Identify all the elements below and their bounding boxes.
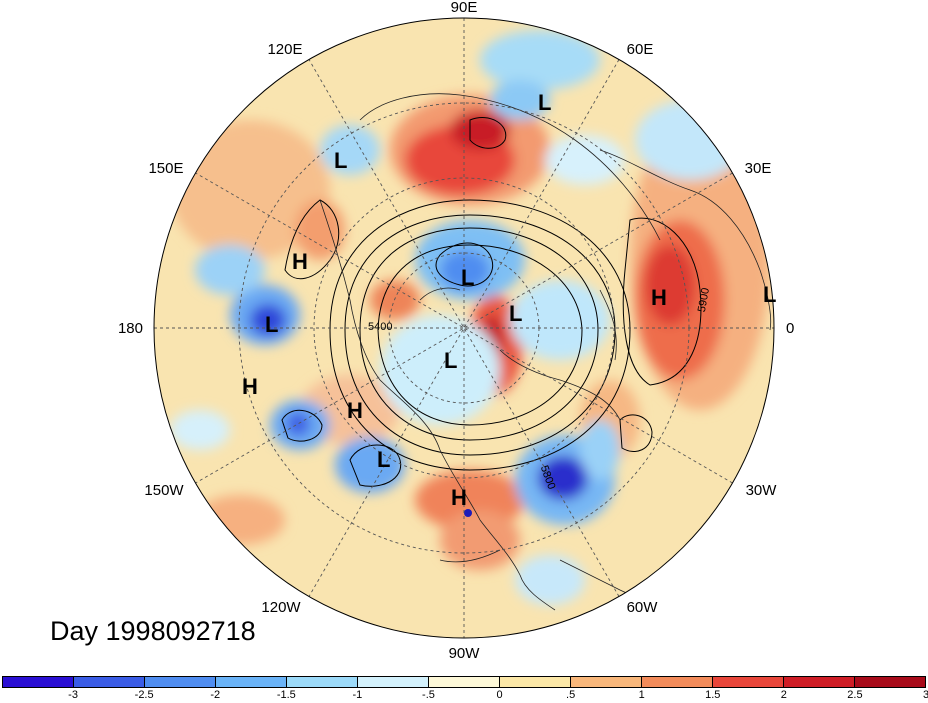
colorbar-swatch [287,677,358,687]
map-border [153,17,775,639]
lon-label-150e: 150E [148,160,183,177]
colorbar-tick-label: -3 [68,689,78,701]
lon-label-120e: 120E [267,41,302,58]
colorbar-swatch [145,677,216,687]
colorbar-swatch [3,677,74,687]
colorbar-swatch [429,677,500,687]
high-center: H [242,374,258,399]
colorbar-tick-label: .5 [566,689,576,701]
colorbar-swatch [358,677,429,687]
high-center: H [292,249,308,274]
low-center: L [377,447,390,472]
high-center: H [651,285,667,310]
colorbar-swatch [784,677,855,687]
colorbar-tick-label: -2.5 [134,689,154,701]
low-center: L [538,90,551,115]
colorbar-tick-label: 1 [638,689,645,701]
graticule [154,18,774,638]
low-center: L [509,301,522,326]
lon-label-60w: 60W [627,599,659,616]
high-center: H [451,485,467,510]
colorbar-tick-label: 1.5 [705,689,721,701]
colorbar-swatch [74,677,145,687]
lon-label-180: 180 [118,320,143,337]
colorbar-swatch [500,677,571,687]
lon-label-30w: 30W [746,482,778,499]
lon-label-0: 0 [786,320,794,337]
colorbar-tick-label: -1.5 [276,689,296,701]
high-center: H [347,398,363,423]
colorbar-swatch [642,677,713,687]
lon-label-30e: 30E [745,160,772,177]
low-center: L [461,265,474,290]
colorbar-tick-label: 0 [496,689,503,701]
colorbar-tick-labels: -3 -2.5 -2 -1.5 -1 -.5 0 .5 1 1.5 2 2.5 3 [0,689,928,703]
pressure-centers: L L H L H L L L H H L H L [242,90,776,510]
date-title: Day 1998092718 [50,616,256,646]
contour-label-5400: 5400 [368,321,392,333]
colorbar-swatch [855,677,925,687]
low-center: L [763,282,776,307]
colorbar [2,676,926,688]
lon-label-60e: 60E [627,41,654,58]
contour-label-5900: 5900 [696,287,712,313]
colorbar-tick-label: -2 [210,689,221,701]
lon-label-150w: 150W [144,482,184,499]
colorbar-tick-label: -.5 [422,689,435,701]
colorbar-swatch [571,677,642,687]
colorbar-tick-label: 3 [922,689,928,701]
colorbar-tick-label: -1 [352,689,363,701]
low-center: L [444,348,457,373]
colorbar-swatch [713,677,784,687]
dark-spot-gulf [464,509,472,517]
lon-label-120w: 120W [261,599,301,616]
longitude-labels: 90E 60E 30E 0 30W 60W 90W 120W 150W 180 … [118,0,794,662]
colorbar-tick-label: 2 [780,689,787,701]
low-center: L [334,148,347,173]
colorbar-tick-label: 2.5 [847,689,863,701]
lon-label-90w: 90W [449,645,481,662]
colorbar-swatch [216,677,287,687]
low-center: L [265,312,278,337]
lon-label-90e: 90E [451,0,478,16]
